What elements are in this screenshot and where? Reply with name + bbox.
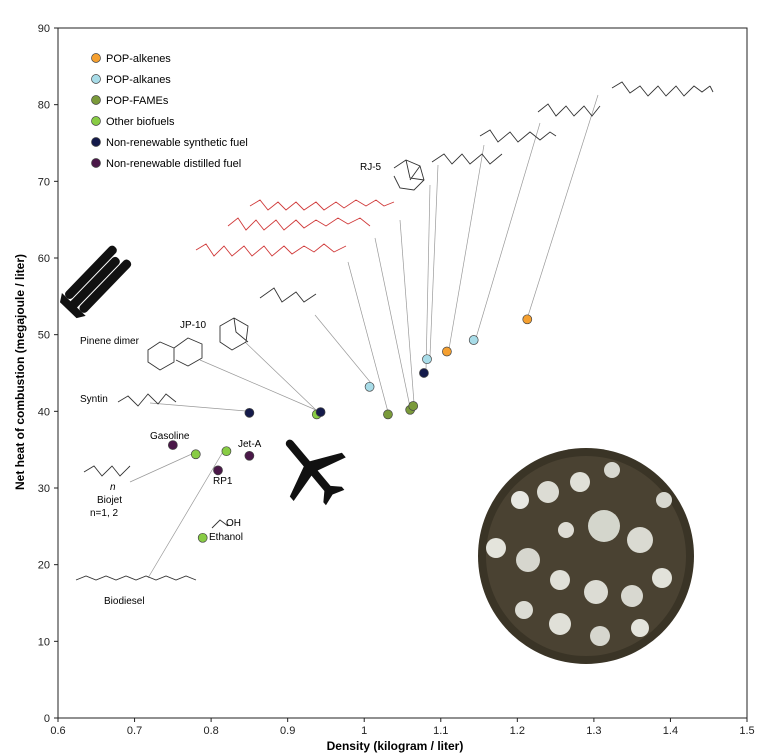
y-tick-label: 70 (38, 176, 50, 188)
data-point (422, 354, 432, 365)
rocket-icon (59, 245, 132, 319)
legend-label: POP-alkenes (106, 53, 171, 65)
data-point (408, 401, 419, 411)
legend-label: Non-renewable distilled fuel (106, 158, 241, 170)
legend-label: Non-renewable synthetic fuel (106, 137, 248, 149)
label-rp1: RP1 (213, 476, 233, 487)
legend-marker (91, 116, 101, 126)
data-point (197, 532, 208, 543)
data-point (221, 446, 232, 457)
x-tick-label: 1.4 (663, 725, 678, 737)
data-point (419, 368, 429, 378)
y-tick-label: 60 (38, 253, 50, 265)
legend-marker (91, 53, 101, 63)
data-point (167, 440, 178, 450)
legend-label: POP-alkanes (106, 74, 171, 86)
molecule-structures (75, 81, 714, 581)
annotation-labels: RJ-5 JP-10 Pinene dimer Syntin Gasoline … (80, 162, 382, 607)
x-tick-label: 0.6 (50, 725, 65, 737)
label-syntin: Syntin (80, 394, 108, 405)
label-jet-a: Jet-A (238, 439, 262, 450)
legend-marker (91, 95, 101, 105)
legend-marker (91, 158, 101, 168)
data-points (167, 314, 533, 543)
petri-dish-photo (478, 448, 694, 664)
label-biojet: Biojet (97, 495, 122, 506)
data-point (315, 407, 326, 417)
y-tick-label: 80 (38, 100, 50, 112)
label-jp10: JP-10 (180, 320, 207, 331)
legend-marker (91, 74, 101, 84)
x-tick-label: 0.9 (280, 725, 295, 737)
data-point (190, 449, 201, 460)
y-axis-label: Net heat of combustion (megajoule / lite… (13, 254, 27, 490)
leader-lines (129, 94, 599, 579)
y-tick-label: 10 (38, 636, 50, 648)
legend-label: POP-FAMEs (106, 95, 169, 107)
x-tick-label: 1.3 (586, 725, 601, 737)
label-gasoline: Gasoline (150, 431, 190, 442)
data-point (244, 408, 255, 418)
y-tick-label: 90 (38, 23, 50, 35)
label-ethanol: Ethanol (209, 532, 243, 543)
axis-ticks: 0.6 0.7 0.8 0.9 1 1.1 1.2 1.3 1.4 1.5 0 10 20 30 40 50 6… (38, 23, 755, 737)
data-point (383, 409, 393, 420)
data-point (442, 346, 452, 357)
label-n: n (110, 482, 116, 493)
y-tick-label: 30 (38, 483, 50, 495)
data-point (244, 450, 255, 461)
x-tick-label: 1.1 (433, 725, 448, 737)
x-tick-label: 1.2 (510, 725, 525, 737)
y-tick-label: 50 (38, 330, 50, 342)
legend-marker (91, 137, 101, 147)
data-point (522, 314, 533, 325)
x-tick-label: 1 (361, 725, 367, 737)
y-tick-label: 20 (38, 560, 50, 572)
y-tick-label: 0 (44, 713, 50, 725)
data-point (213, 465, 223, 476)
label-pinene-dimer: Pinene dimer (80, 336, 140, 347)
x-axis-label: Density (kilogram / liter) (327, 739, 464, 753)
label-rj5: RJ-5 (360, 162, 382, 173)
y-tick-label: 40 (38, 406, 50, 418)
label-biojet-n: n=1, 2 (90, 508, 119, 519)
label-biodiesel: Biodiesel (104, 596, 145, 607)
x-tick-label: 1.5 (739, 725, 754, 737)
data-point (364, 381, 375, 392)
data-point (468, 335, 479, 345)
label-oh: OH (226, 518, 241, 529)
x-tick-label: 0.8 (203, 725, 218, 737)
legend-label: Other biofuels (106, 116, 175, 128)
legend: POP-alkenes POP-alkanes POP-FAMEs Other bio… (91, 53, 248, 170)
airplane-icon (285, 439, 346, 506)
x-tick-label: 0.7 (127, 725, 142, 737)
